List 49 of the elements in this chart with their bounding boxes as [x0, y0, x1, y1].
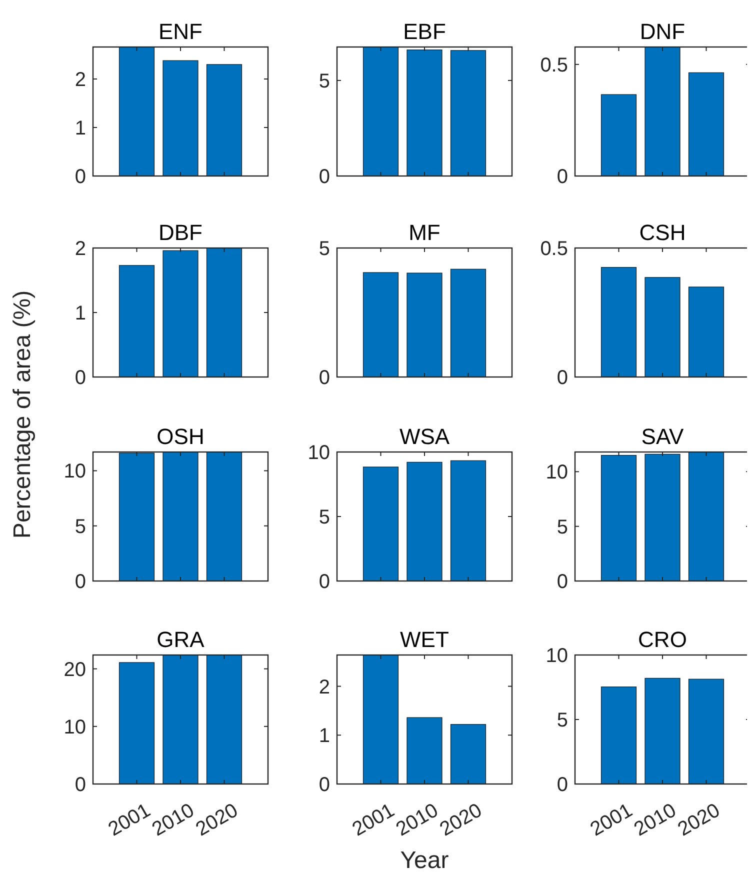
chart-title: CSH	[639, 220, 686, 245]
y-tick-label: 1	[74, 118, 86, 140]
y-axis-title: Percentage of area (%)	[9, 290, 36, 539]
y-tick-label: 10	[546, 462, 568, 484]
y-tick-label: 10	[64, 460, 86, 483]
y-tick-label: 1	[318, 725, 330, 748]
x-tick-label: 2020	[674, 799, 724, 841]
y-tick-label: 2	[74, 238, 86, 260]
y-tick-label: 0	[556, 367, 568, 389]
y-tick-label: 5	[318, 506, 330, 528]
chart-title: ENF	[158, 19, 202, 44]
y-tick-label: 5	[318, 238, 330, 260]
chart-title: SAV	[641, 424, 684, 449]
y-tick-label: 0	[74, 166, 86, 188]
x-axis-title: Year	[400, 847, 449, 874]
y-tick-label: 10	[64, 716, 86, 738]
y-tick-label: 0	[74, 367, 86, 389]
chart-title: DNF	[640, 19, 686, 44]
y-tick-label: 0.5	[540, 54, 568, 76]
y-tick-label: 0.5	[540, 238, 568, 260]
x-tick-label: 2020	[192, 799, 242, 841]
chart-title: CRO	[638, 627, 687, 652]
chart-title: OSH	[156, 424, 204, 449]
chart-title: GRA	[156, 627, 205, 652]
y-tick-label: 5	[74, 516, 86, 538]
chart-title: WET	[400, 627, 449, 652]
x-tick-label: 2020	[436, 799, 486, 841]
y-tick-label: 5	[556, 516, 568, 538]
y-tick-label: 10	[308, 442, 330, 464]
y-tick-label: 0	[74, 571, 86, 593]
chart-title: MF	[408, 220, 440, 245]
y-tick-label: 0	[318, 774, 330, 796]
y-tick-label: 0	[318, 367, 330, 389]
y-tick-label: 5	[556, 710, 568, 732]
chart-title: WSA	[399, 424, 450, 449]
y-tick-label: 10	[546, 645, 568, 667]
y-tick-label: 2	[318, 676, 330, 698]
y-tick-label: 0	[74, 774, 86, 796]
y-tick-label: 0	[556, 571, 568, 593]
y-tick-label: 20	[64, 658, 86, 681]
y-tick-label: 0	[318, 571, 330, 593]
chart-title: DBF	[158, 220, 202, 245]
y-tick-label: 5	[318, 70, 330, 92]
y-tick-label: 0	[318, 166, 330, 188]
y-tick-label: 2	[74, 69, 86, 92]
chart-title: EBF	[403, 19, 446, 44]
y-tick-label: 0	[556, 166, 568, 188]
y-tick-label: 0	[556, 774, 568, 796]
y-tick-label: 1	[74, 302, 86, 324]
